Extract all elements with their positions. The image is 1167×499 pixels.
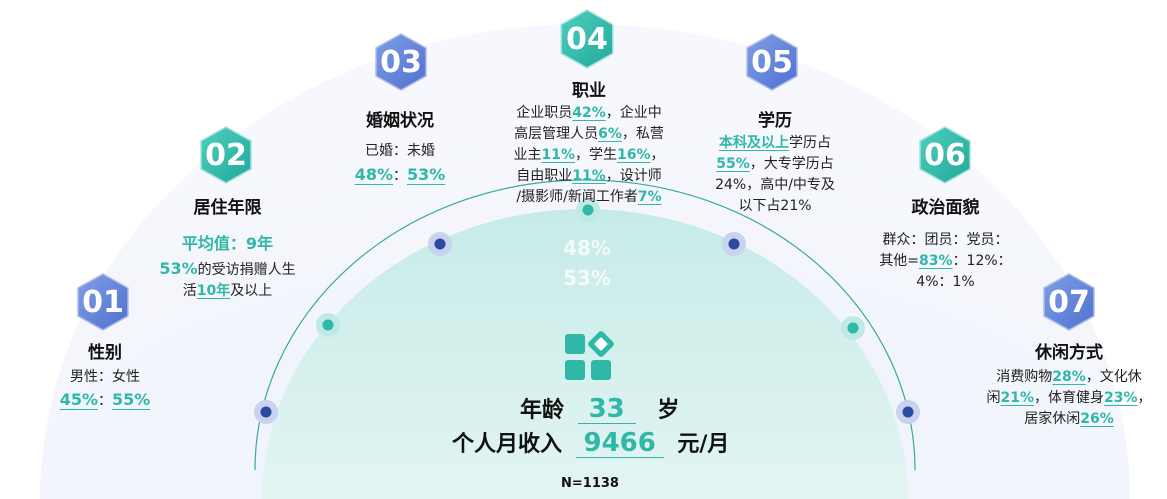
residence-years: 10年 — [196, 283, 231, 299]
badge-05: 05 — [742, 32, 802, 92]
ghost-value-2: 53% — [563, 266, 611, 290]
inner-disc — [262, 209, 908, 499]
badge-number: 01 — [82, 284, 124, 320]
item-title: 居住年限 — [193, 198, 262, 218]
student-percent: 16% — [617, 147, 651, 163]
badge-number: 04 — [566, 21, 608, 57]
badge-number: 05 — [751, 44, 793, 80]
sports-percent: 23% — [1104, 390, 1138, 406]
text: ， — [1137, 390, 1152, 406]
culture-percent: 21% — [1000, 390, 1034, 406]
item-political: 政治面貌 群众：团员：党员： 其他=83%：12%： 4%：1% — [863, 193, 1028, 293]
age-value: 33 — [577, 395, 636, 424]
text: ，学生 — [575, 147, 617, 163]
item-occupation: 职业 企业职员42%，企业中 高层管理人员6%，私营 业主11%，学生16%， … — [497, 76, 681, 208]
sample-size: N=1138 — [561, 476, 619, 491]
text: 4%：1% — [916, 274, 975, 290]
item-title: 职业 — [572, 81, 606, 101]
text: ，体育健身 — [1034, 390, 1104, 406]
bachelor-label: 本科及以上 — [719, 135, 789, 151]
separator: ： — [98, 393, 112, 409]
text: 以下占21% — [738, 198, 812, 214]
male-percent: 45% — [59, 390, 98, 409]
ghost-value-1: 48% — [563, 236, 611, 260]
item-text: 男性：女性 — [70, 369, 140, 385]
orbit-line — [254, 179, 916, 471]
item-title: 政治面貌 — [911, 198, 980, 218]
text: 业主 — [513, 147, 542, 163]
age-unit: 岁 — [657, 398, 680, 423]
text: 企业职员 — [516, 105, 573, 121]
text: /摄影师/新闻工作者 — [516, 189, 638, 205]
income-value: 9466 — [575, 429, 664, 458]
orbit-dots — [254, 198, 920, 424]
separator: ： — [393, 168, 407, 184]
badge-03: 03 — [371, 32, 431, 92]
income-unit: 元/月 — [677, 432, 730, 457]
badge-06: 06 — [915, 125, 975, 185]
text: ，设计师 — [605, 168, 662, 184]
shopping-percent: 28% — [1052, 369, 1086, 385]
age-label: 年龄 — [520, 398, 565, 423]
unmarried-percent: 53% — [407, 165, 446, 184]
text: 群众：团员：党员： — [882, 232, 1009, 248]
badge-07: 07 — [1039, 272, 1099, 332]
text: 闲 — [986, 390, 1001, 406]
item-title: 性别 — [88, 343, 122, 363]
designer-percent: 7% — [637, 189, 662, 205]
married-percent: 48% — [354, 165, 393, 184]
text: 消费购物 — [996, 369, 1053, 385]
income-label: 个人月收入 — [452, 432, 563, 457]
text: ，企业中 — [605, 105, 662, 121]
item-title: 婚姻状况 — [366, 111, 434, 131]
average-value: 平均值：9年 — [181, 234, 274, 253]
badge-04: 04 — [556, 8, 618, 70]
item-marital: 婚姻状况 已婚：未婚 48%：53% — [335, 106, 465, 187]
item-leisure: 休闲方式 消费购物28%，文化休 闲21%，体育健身23%， 居家休闲26% — [975, 338, 1163, 430]
item-education: 学历 本科及以上学历占 55%，大专学历占 24%，高中/中专及 以下占21% — [700, 106, 850, 217]
freelance-percent: 11% — [572, 168, 606, 184]
text: 的受访捐赠人生 — [197, 262, 296, 278]
text: ，大专学历占 — [749, 156, 834, 172]
item-title: 休闲方式 — [1035, 343, 1103, 363]
age-row: 年龄 33 岁 — [520, 392, 679, 424]
residence-percent: 53% — [159, 259, 198, 278]
text: ，私营 — [621, 126, 664, 142]
income-row: 个人月收入 9466 元/月 — [452, 426, 729, 458]
badge-number: 02 — [205, 137, 247, 173]
employee-percent: 42% — [572, 105, 606, 121]
bachelor-percent: 55% — [716, 156, 750, 172]
manager-percent: 6% — [598, 126, 622, 142]
text: 其他= — [879, 253, 920, 269]
item-title: 学历 — [758, 111, 792, 131]
badge-number: 03 — [380, 44, 422, 80]
item-gender: 性别 男性：女性 45%：55% — [40, 338, 170, 412]
text: ， — [650, 147, 665, 163]
home-percent: 26% — [1080, 411, 1114, 427]
text: 及以上 — [230, 283, 273, 299]
text: 自由职业 — [516, 168, 573, 184]
category-icon — [565, 331, 614, 380]
text: 学历占 — [789, 135, 831, 151]
female-percent: 55% — [112, 390, 151, 409]
badge-number: 06 — [924, 137, 966, 173]
text: 24%，高中/中专及 — [715, 177, 835, 193]
text: 高层管理人员 — [514, 126, 599, 142]
badge-02: 02 — [196, 125, 256, 185]
text: ，文化休 — [1085, 369, 1142, 385]
badge-01: 01 — [73, 272, 133, 332]
item-text: 已婚：未婚 — [365, 143, 435, 159]
masses-percent: 83% — [919, 253, 953, 269]
item-residence: 居住年限 平均值：9年 53%的受访捐赠人生 活10年及以上 — [140, 193, 315, 302]
badge-number: 07 — [1048, 284, 1090, 320]
text: 活 — [182, 283, 197, 299]
text: 居家休闲 — [1024, 411, 1081, 427]
text: ：12%： — [952, 253, 1012, 269]
owner-percent: 11% — [541, 147, 575, 163]
